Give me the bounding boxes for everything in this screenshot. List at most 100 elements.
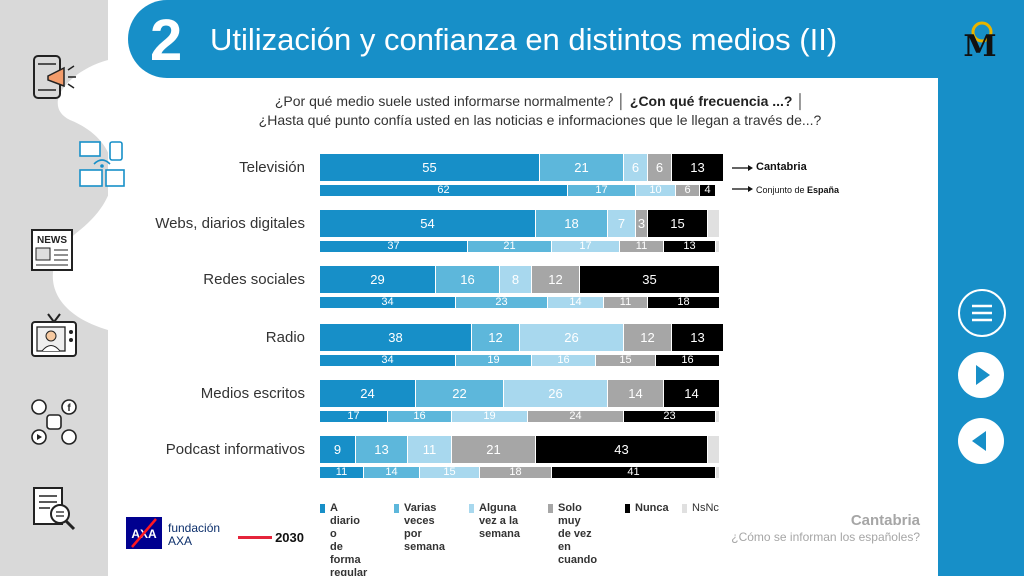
legend-label: NsNc [692, 502, 719, 514]
axa-logo-icon: AXA [126, 517, 162, 549]
question-part-2: ¿Con qué frecuencia ...? [629, 93, 793, 109]
bar-segment: 13 [672, 324, 723, 351]
agenda-2030-logo-icon: 2030 [238, 530, 304, 544]
bar-segment: 14 [608, 380, 663, 407]
bar-segment: 6 [676, 185, 699, 196]
bar-segment [708, 210, 719, 237]
bar-segment: 23 [624, 411, 715, 422]
footer-region: Cantabria [850, 512, 920, 529]
bar-segment: 41 [552, 467, 715, 478]
category-label: Radio [265, 329, 305, 346]
bar-segment: 6 [624, 154, 647, 181]
category-label: Podcast informativos [165, 441, 305, 458]
bar-segment: 54 [320, 210, 535, 237]
bar-segment: 24 [320, 380, 415, 407]
bar-segment: 17 [320, 411, 387, 422]
bar-segment: 18 [648, 297, 719, 308]
series-label-reference-prefix: Conjunto de [756, 185, 808, 195]
bar-segment: 21 [540, 154, 623, 181]
series-label-reference: Conjunto de España [756, 185, 839, 195]
bar-segment: 16 [656, 355, 719, 366]
bar-segment: 12 [472, 324, 519, 351]
bar-segment: 17 [568, 185, 635, 196]
bar-segment: 43 [536, 436, 707, 463]
legend-swatch [469, 504, 474, 513]
bar-segment [716, 467, 719, 478]
sidebar-wave [52, 0, 113, 576]
bar-segment: 34 [320, 355, 455, 366]
bar-segment: 14 [364, 467, 419, 478]
bar-segment: 14 [664, 380, 719, 407]
bar-segment: 11 [604, 297, 647, 308]
bar-segment: 12 [532, 266, 579, 293]
bar-segment: 15 [596, 355, 655, 366]
social-media-icon: f [31, 399, 77, 445]
bar-segment: 55 [320, 154, 539, 181]
bar-segment: 29 [320, 266, 435, 293]
bar-segment: 15 [648, 210, 707, 237]
bar-segment: 35 [580, 266, 719, 293]
svg-text:f: f [67, 403, 71, 414]
bar-segment: 23 [456, 297, 547, 308]
brand-logo-icon: M [963, 21, 997, 60]
bar-segment: 24 [528, 411, 623, 422]
bar-segment: 26 [520, 324, 623, 351]
bar-segment: 19 [456, 355, 531, 366]
legend-swatch [548, 504, 553, 513]
question-part-1: ¿Por qué medio suele usted informarse no… [274, 93, 630, 109]
series-label-main: Cantabria [756, 161, 807, 173]
bar-segment: 21 [452, 436, 535, 463]
bar-segment: 26 [504, 380, 607, 407]
foundation-line-1: fundación [168, 521, 221, 535]
devices-icon [79, 141, 125, 187]
bar-segment [716, 411, 719, 422]
menu-icon [972, 304, 992, 322]
svg-text:NEWS: NEWS [37, 235, 67, 246]
bar-segment: 22 [416, 380, 503, 407]
bar-segment: 14 [548, 297, 603, 308]
mobile-megaphone-icon [33, 55, 76, 99]
bar-segment: 37 [320, 241, 467, 252]
bar-segment: 13 [664, 241, 715, 252]
legend-label: Varias veces por semana [404, 502, 445, 553]
legend-label: Alguna vez a la semana [479, 502, 520, 540]
bar-segment: 16 [388, 411, 451, 422]
bar-segment: 16 [436, 266, 499, 293]
legend-swatch [320, 504, 325, 513]
foundation-line-2: AXA [168, 534, 193, 548]
document-search-icon [33, 487, 76, 531]
legend-label: A diario o de forma regular [330, 502, 368, 576]
foundation-name: fundación AXA [168, 522, 220, 548]
previous-button[interactable] [958, 418, 1004, 464]
section-number: 2 [150, 8, 183, 73]
bar-segment: 3 [636, 210, 647, 237]
bar-segment: 34 [320, 297, 455, 308]
bar-segment: 8 [500, 266, 531, 293]
survey-question: ¿Por qué medio suele usted informarse no… [180, 92, 900, 130]
bar-segment: 4 [700, 185, 715, 196]
bar-segment: 12 [624, 324, 671, 351]
bar-segment: 18 [480, 467, 551, 478]
agenda-2030-text: 2030 [275, 530, 304, 544]
previous-icon [972, 431, 986, 451]
menu-button[interactable] [958, 289, 1006, 337]
bar-segment: 11 [408, 436, 451, 463]
bar-segment: 38 [320, 324, 471, 351]
next-button[interactable] [958, 352, 1004, 398]
bar-segment: 16 [532, 355, 595, 366]
category-label: Redes sociales [203, 271, 305, 288]
bar-segment: 11 [320, 467, 363, 478]
category-label: Webs, diarios digitales [155, 215, 305, 232]
bar-segment: 9 [320, 436, 355, 463]
svg-text:M: M [963, 29, 996, 60]
legend-swatch [625, 504, 630, 513]
series-label-reference-bold: España [807, 185, 840, 195]
bar-segment: 62 [320, 185, 567, 196]
bar-segment: 7 [608, 210, 635, 237]
bar-segment: 18 [536, 210, 607, 237]
header-band [128, 0, 938, 78]
tv-presenter-icon [31, 313, 77, 357]
legend-swatch [394, 504, 399, 513]
category-label: Medios escritos [200, 385, 305, 402]
